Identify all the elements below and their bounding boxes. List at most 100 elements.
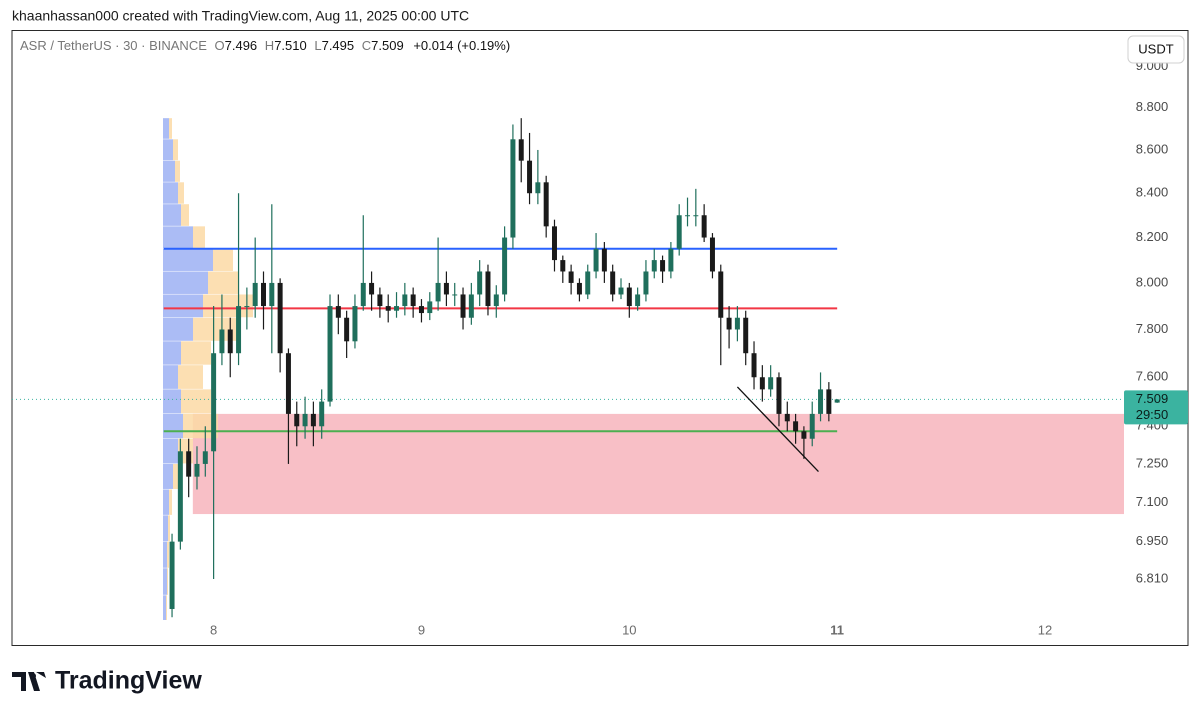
candle-body [660, 260, 666, 272]
currency-button-box[interactable] [1127, 35, 1185, 64]
candle-body [768, 377, 774, 390]
y-tick-label: 6.810 [1136, 570, 1169, 585]
candle-body [468, 294, 474, 318]
candle-body [335, 306, 341, 318]
currency-button[interactable]: USDT [1127, 35, 1185, 64]
candle-body [252, 282, 258, 307]
candle-body [601, 248, 607, 272]
volume-profile-sell [213, 248, 233, 271]
candle-body [477, 271, 483, 295]
candle-body [410, 294, 416, 307]
volume-profile-buy [163, 365, 178, 389]
candle-body [635, 294, 641, 307]
volume-profile-buy [163, 226, 193, 249]
candle-body [285, 353, 291, 414]
candle-body [327, 306, 333, 402]
open-label: O [215, 38, 225, 53]
y-tick-label: 8.600 [1136, 141, 1169, 156]
candle-body [560, 260, 566, 272]
candle-body [169, 541, 175, 609]
candle-body [709, 237, 715, 272]
candle-body [751, 353, 757, 378]
candle-body [618, 287, 624, 295]
volume-profile-buy [163, 489, 169, 515]
axes: 9.0008.8008.6008.4008.2008.0007.8007.600… [210, 58, 1188, 637]
change-value: +0.014 (+0.19%) [413, 38, 510, 53]
volume-profile-buy [163, 248, 213, 271]
y-tick-label: 7.250 [1136, 455, 1169, 470]
candle-body [344, 317, 350, 342]
volume-profile-buy [163, 294, 203, 318]
candle-body [385, 306, 391, 311]
volume-profile-buy [163, 389, 181, 414]
volume-profile-sell [178, 365, 203, 389]
volume-profile-sell [193, 317, 238, 341]
volume-profile-buy [163, 317, 193, 341]
volume-profile-sell [173, 463, 179, 489]
candle-body [593, 248, 599, 272]
logo-icon [12, 672, 46, 691]
volume-profile-buy [163, 463, 173, 489]
candle-body [269, 282, 275, 307]
volume-profile-buy [163, 160, 175, 182]
candle-body [352, 306, 358, 342]
volume-profile-sell [181, 389, 211, 414]
volume-profile-sell [193, 226, 205, 249]
y-tick-label: 8.400 [1136, 185, 1169, 200]
candle-body [685, 215, 691, 217]
candle-body [551, 226, 557, 261]
candle-body [701, 215, 707, 238]
last-price-box [1124, 390, 1188, 425]
y-tick-label: 7.800 [1136, 321, 1169, 336]
candle-body [676, 215, 682, 249]
x-tick-label: 9 [418, 622, 425, 637]
candle-body [527, 160, 533, 194]
symbol: ASR / TetherUS · 30 · BINANCE [20, 38, 207, 53]
candle-body [460, 294, 466, 318]
demand-zone [192, 413, 1124, 515]
volume-profile-buy [163, 182, 178, 204]
currency-button-label[interactable]: USDT [1138, 41, 1173, 56]
volume-profile-buy [163, 271, 208, 294]
volume-profile-buy [163, 139, 173, 161]
y-tick-label: 6.950 [1136, 533, 1169, 548]
candle-body [443, 282, 449, 295]
footer-logo: TradingView [12, 667, 202, 695]
volume-profile-sell [166, 595, 167, 620]
candle-body [610, 271, 616, 295]
candle-body [576, 282, 582, 295]
candle-body [543, 182, 549, 227]
candle-body [585, 271, 591, 295]
low-label: L [314, 38, 321, 53]
open-value: 7.496 [225, 38, 258, 53]
candle-body [236, 306, 242, 354]
candle-body [427, 301, 433, 314]
candle-body [793, 421, 799, 432]
brand-name: TradingView [55, 667, 202, 695]
volume-profile-sell [169, 489, 172, 515]
candle-body [294, 413, 300, 427]
candle-body [834, 399, 840, 403]
candle-body [510, 139, 516, 238]
candle-body [718, 271, 724, 318]
x-tick-label: 8 [210, 622, 217, 637]
header-text: khaanhassan000 created with TradingView.… [12, 8, 469, 24]
candle-body [818, 389, 824, 414]
volume-profile-buy [163, 413, 183, 439]
trend-line [736, 386, 819, 473]
candle-body [177, 451, 183, 542]
y-tick-label: 7.100 [1136, 494, 1169, 509]
candle-body [809, 413, 815, 439]
plot-area [12, 118, 1124, 620]
x-tick-label: 11 [830, 622, 844, 637]
volume-profile-buy [163, 515, 168, 542]
candle-body [435, 282, 441, 302]
candle-body [759, 377, 765, 390]
candle-body [418, 306, 424, 314]
volume-profile-sell [168, 515, 170, 542]
candle-body [668, 248, 674, 272]
last-price-label: 7.509 [1136, 391, 1169, 406]
volume-profile-buy [163, 118, 169, 139]
candle-body [493, 294, 499, 307]
